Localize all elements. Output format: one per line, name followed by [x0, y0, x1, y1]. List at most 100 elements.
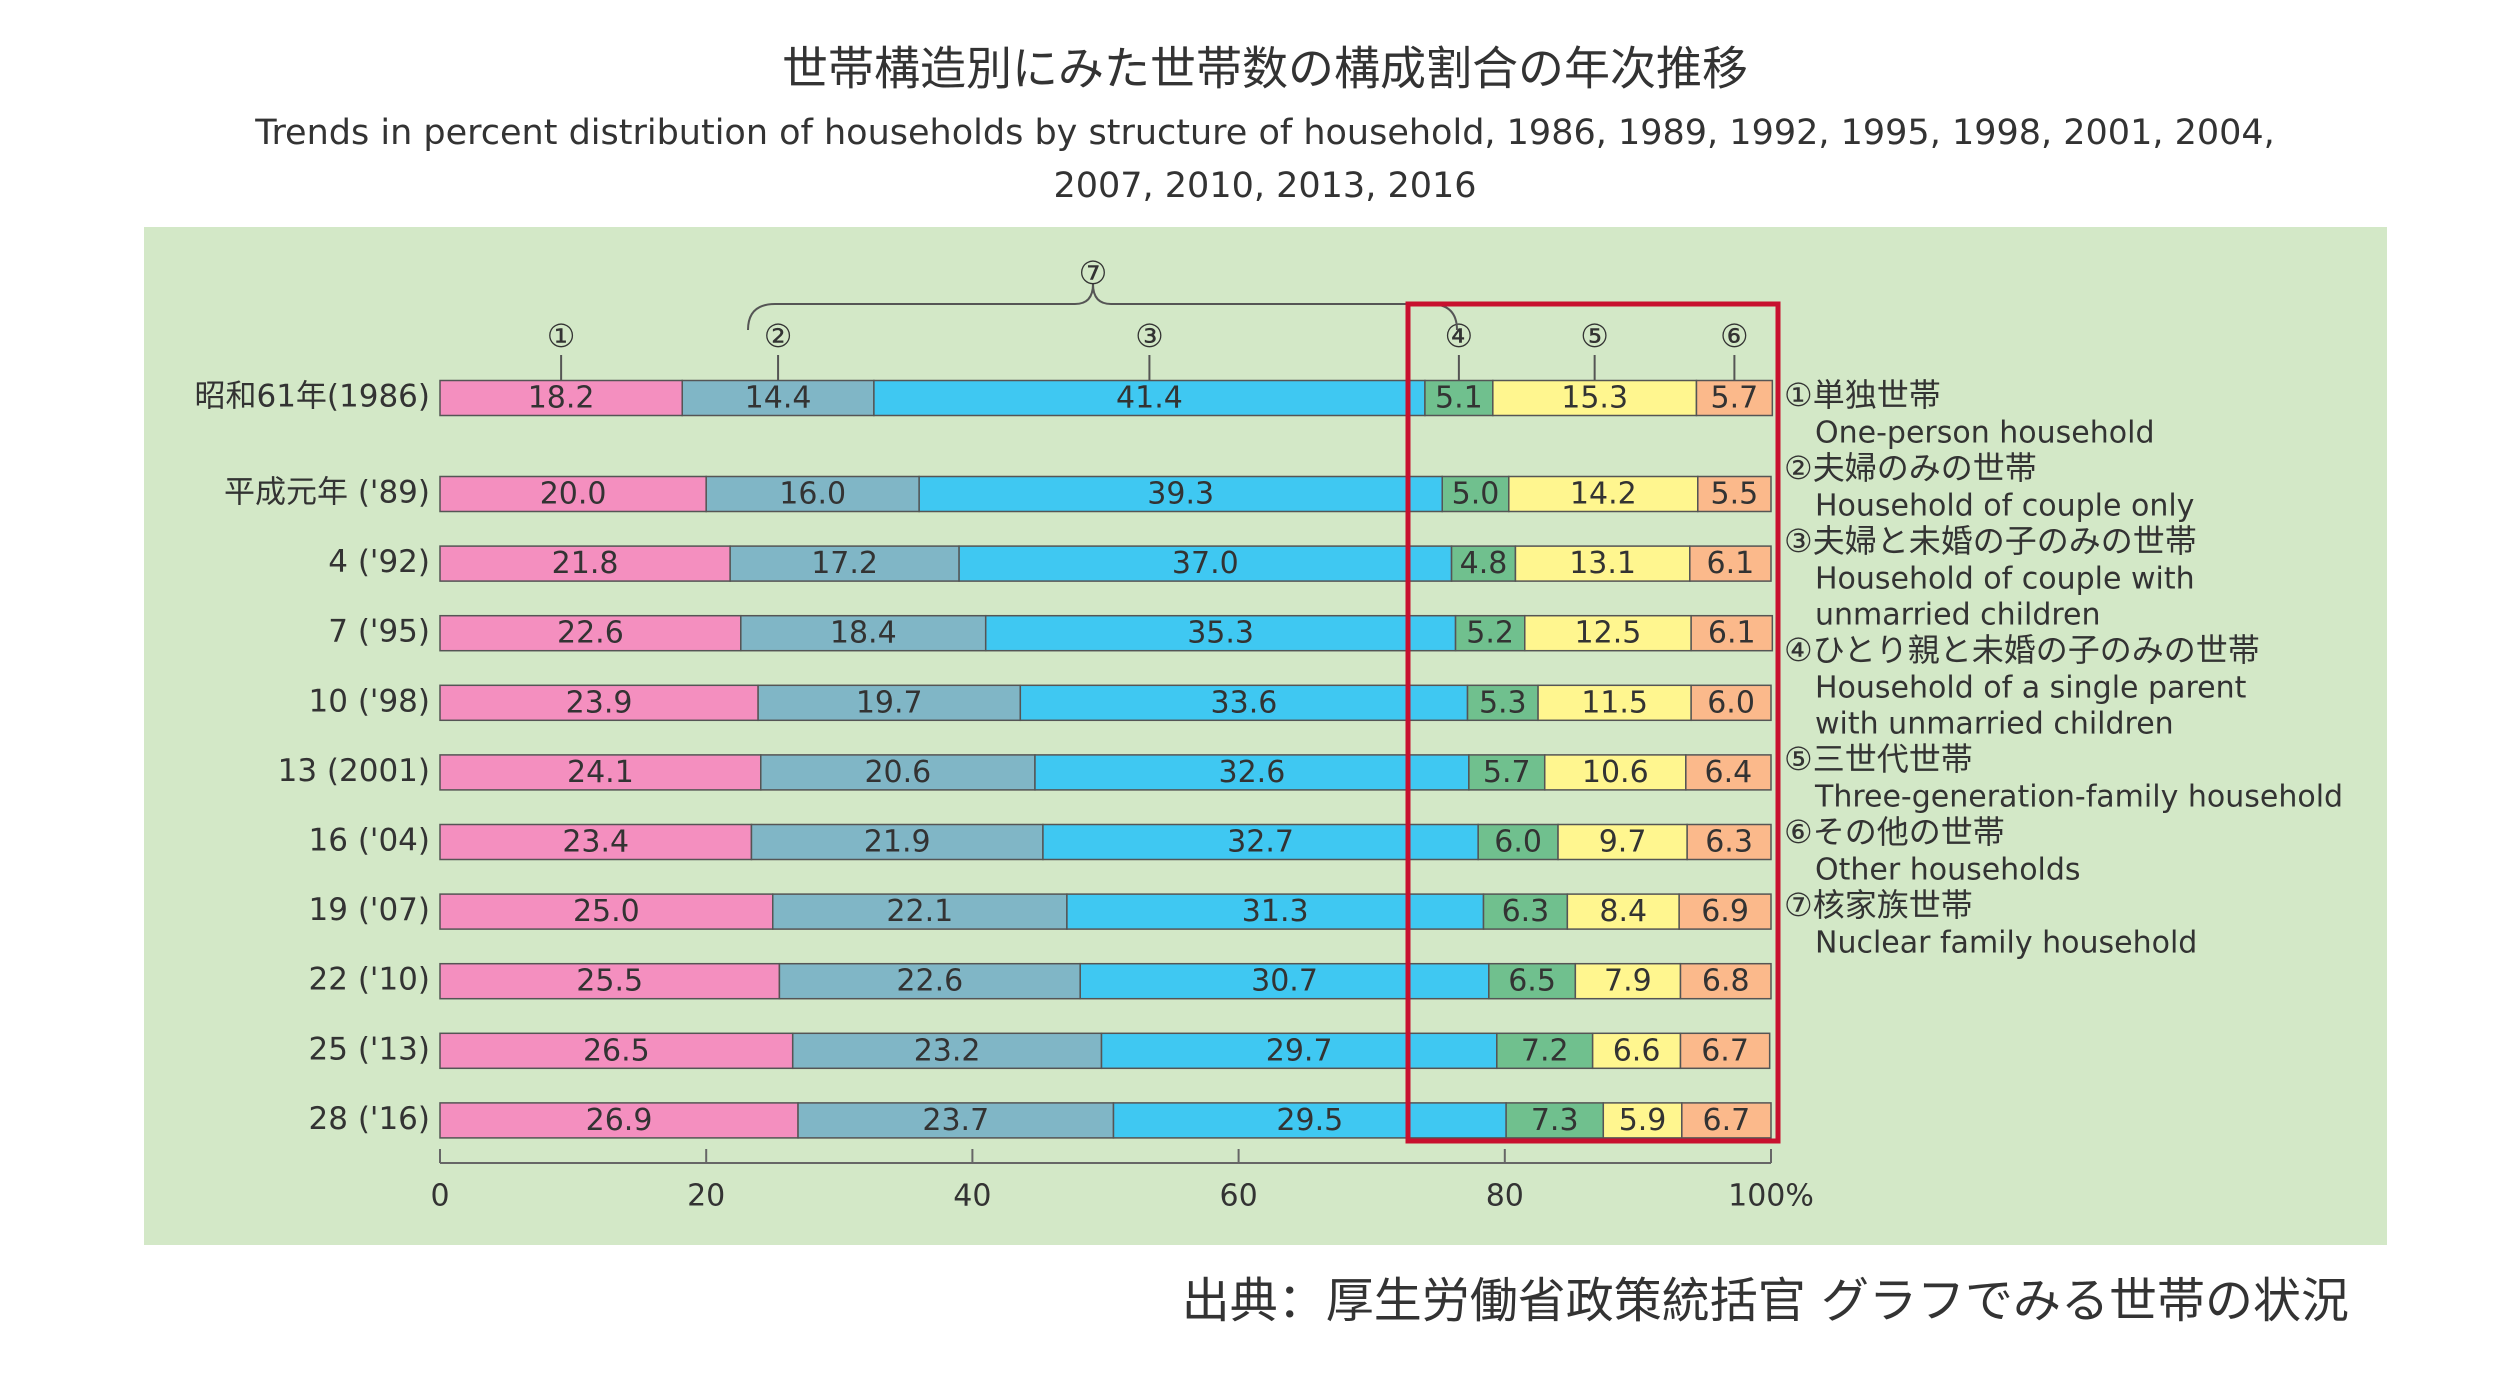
bar-segment — [1678, 893, 1772, 930]
bar-segment — [1482, 893, 1569, 930]
value-label: 18.4 — [830, 616, 897, 651]
value-label: 20.0 — [540, 477, 607, 512]
legend-label: ⑥その他の世帯 — [1784, 813, 2005, 851]
value-label: 6.7 — [1703, 1103, 1751, 1138]
value-label: 10.6 — [1582, 755, 1649, 790]
bar-segment — [439, 379, 683, 417]
bar-segment — [791, 1032, 1103, 1070]
legend-label-en: Other households — [1815, 853, 2081, 888]
series-marker: ② — [764, 317, 793, 355]
y-tick-label: 19 ('07) — [309, 892, 430, 928]
bar-segment — [1508, 475, 1699, 513]
legend-label-en: Three-generation-family household — [1814, 780, 2343, 815]
chart-subtitle: Trends in percent distribution of househ… — [254, 113, 2275, 153]
bar-segment — [1697, 475, 1772, 513]
legend-label: ⑦核家族世帯 — [1784, 886, 1973, 924]
value-label: 13.1 — [1569, 546, 1636, 581]
value-label: 23.2 — [914, 1033, 981, 1068]
legend-label-en: with unmarried children — [1815, 707, 2174, 742]
bar-segment — [1079, 962, 1490, 1000]
value-label: 5.0 — [1452, 477, 1500, 512]
value-label: 33.6 — [1211, 685, 1278, 720]
y-tick-label: 平成元年 ('89) — [224, 475, 430, 511]
bar-segment — [439, 614, 742, 652]
value-label: 7.3 — [1531, 1103, 1579, 1138]
value-label: 39.3 — [1147, 477, 1214, 512]
value-label: 21.9 — [864, 825, 931, 860]
bar-segment — [1112, 1102, 1507, 1139]
bar-segment — [1524, 614, 1692, 652]
y-tick-label: 10 ('98) — [309, 683, 430, 719]
bar-segment — [1034, 754, 1470, 791]
value-label: 7.9 — [1604, 964, 1652, 999]
value-label: 12.5 — [1575, 616, 1642, 651]
bar-segment — [1441, 475, 1510, 513]
x-tick-label: 80 — [1486, 1179, 1524, 1214]
y-tick-label: 4 ('92) — [328, 544, 430, 580]
value-label: 6.0 — [1494, 825, 1542, 860]
legend-label: ②夫婦のみの世帯 — [1784, 449, 2037, 487]
value-label: 23.7 — [922, 1103, 989, 1138]
y-tick-label: 昭和61年(1986) — [194, 379, 430, 415]
bar-segment — [1543, 754, 1687, 791]
value-label: 6.8 — [1702, 964, 1750, 999]
y-tick-label: 25 ('13) — [309, 1031, 430, 1067]
legend-label-en: unmarried children — [1815, 598, 2101, 633]
bar-segment — [439, 684, 759, 722]
value-label: 23.9 — [566, 685, 633, 720]
legend-label-en: One-person household — [1815, 416, 2155, 451]
bar-segment — [439, 1032, 794, 1070]
value-label: 21.8 — [552, 546, 619, 581]
bar-segment — [1514, 545, 1691, 582]
value-label: 8.4 — [1599, 894, 1647, 929]
value-label: 14.2 — [1570, 477, 1637, 512]
bar-segment — [918, 475, 1443, 513]
bar-segment — [439, 545, 731, 582]
value-label: 32.6 — [1219, 755, 1286, 790]
value-label: 26.9 — [586, 1103, 653, 1138]
value-label: 32.7 — [1227, 825, 1294, 860]
series-marker: ⑥ — [1720, 317, 1749, 355]
bar-segment — [1679, 1032, 1771, 1070]
plot: 昭和61年(1986) 18.2 ① 14.4 ② 41.4 ③ 5.1 ④ 15.3 ⑤ 5.7 ⑥ 平… — [194, 317, 2343, 1214]
bar-segment — [1681, 1102, 1772, 1139]
value-label: 16.0 — [779, 477, 846, 512]
value-label: 29.5 — [1276, 1103, 1343, 1138]
value-label: 15.3 — [1561, 381, 1628, 416]
bar-segment — [1019, 684, 1469, 722]
value-label: 5.3 — [1479, 685, 1527, 720]
series-marker: ④ — [1445, 317, 1474, 355]
legend-label-en: Household of couple only — [1815, 489, 2194, 524]
bar-segment — [1686, 823, 1772, 861]
value-label: 22.1 — [886, 894, 953, 929]
value-label: 17.2 — [811, 546, 878, 581]
value-label: 20.6 — [864, 755, 931, 790]
bar-segment — [1689, 545, 1772, 582]
value-label: 22.6 — [896, 964, 963, 999]
bar-segment — [1066, 893, 1485, 930]
bar-segment — [439, 893, 774, 930]
bar-segment — [1602, 1102, 1683, 1139]
value-label: 6.6 — [1613, 1033, 1661, 1068]
bar-segment — [1424, 379, 1494, 417]
bar-segment — [1685, 754, 1772, 791]
value-label: 14.4 — [745, 381, 812, 416]
y-tick-label: 13 (2001) — [278, 753, 430, 789]
bar-segment — [729, 545, 960, 582]
legend-label-en: Nuclear family household — [1815, 926, 2197, 961]
bar-segment — [760, 754, 1036, 791]
legend-label: ③夫婦と未婚の子のみの世帯 — [1784, 522, 2197, 560]
bar-segment — [1468, 754, 1546, 791]
value-label: 9.7 — [1599, 825, 1647, 860]
bar-segment — [1466, 684, 1539, 722]
bar-segment — [1591, 1032, 1682, 1070]
bar-segment — [984, 614, 1457, 652]
value-label: 6.7 — [1701, 1033, 1749, 1068]
value-label: 6.1 — [1707, 546, 1755, 581]
bar-segment — [439, 962, 781, 1000]
bar-segment — [1690, 684, 1772, 722]
bar-segment — [1679, 962, 1772, 1000]
bar-segment — [797, 1102, 1115, 1139]
bar-segment — [1537, 684, 1692, 722]
